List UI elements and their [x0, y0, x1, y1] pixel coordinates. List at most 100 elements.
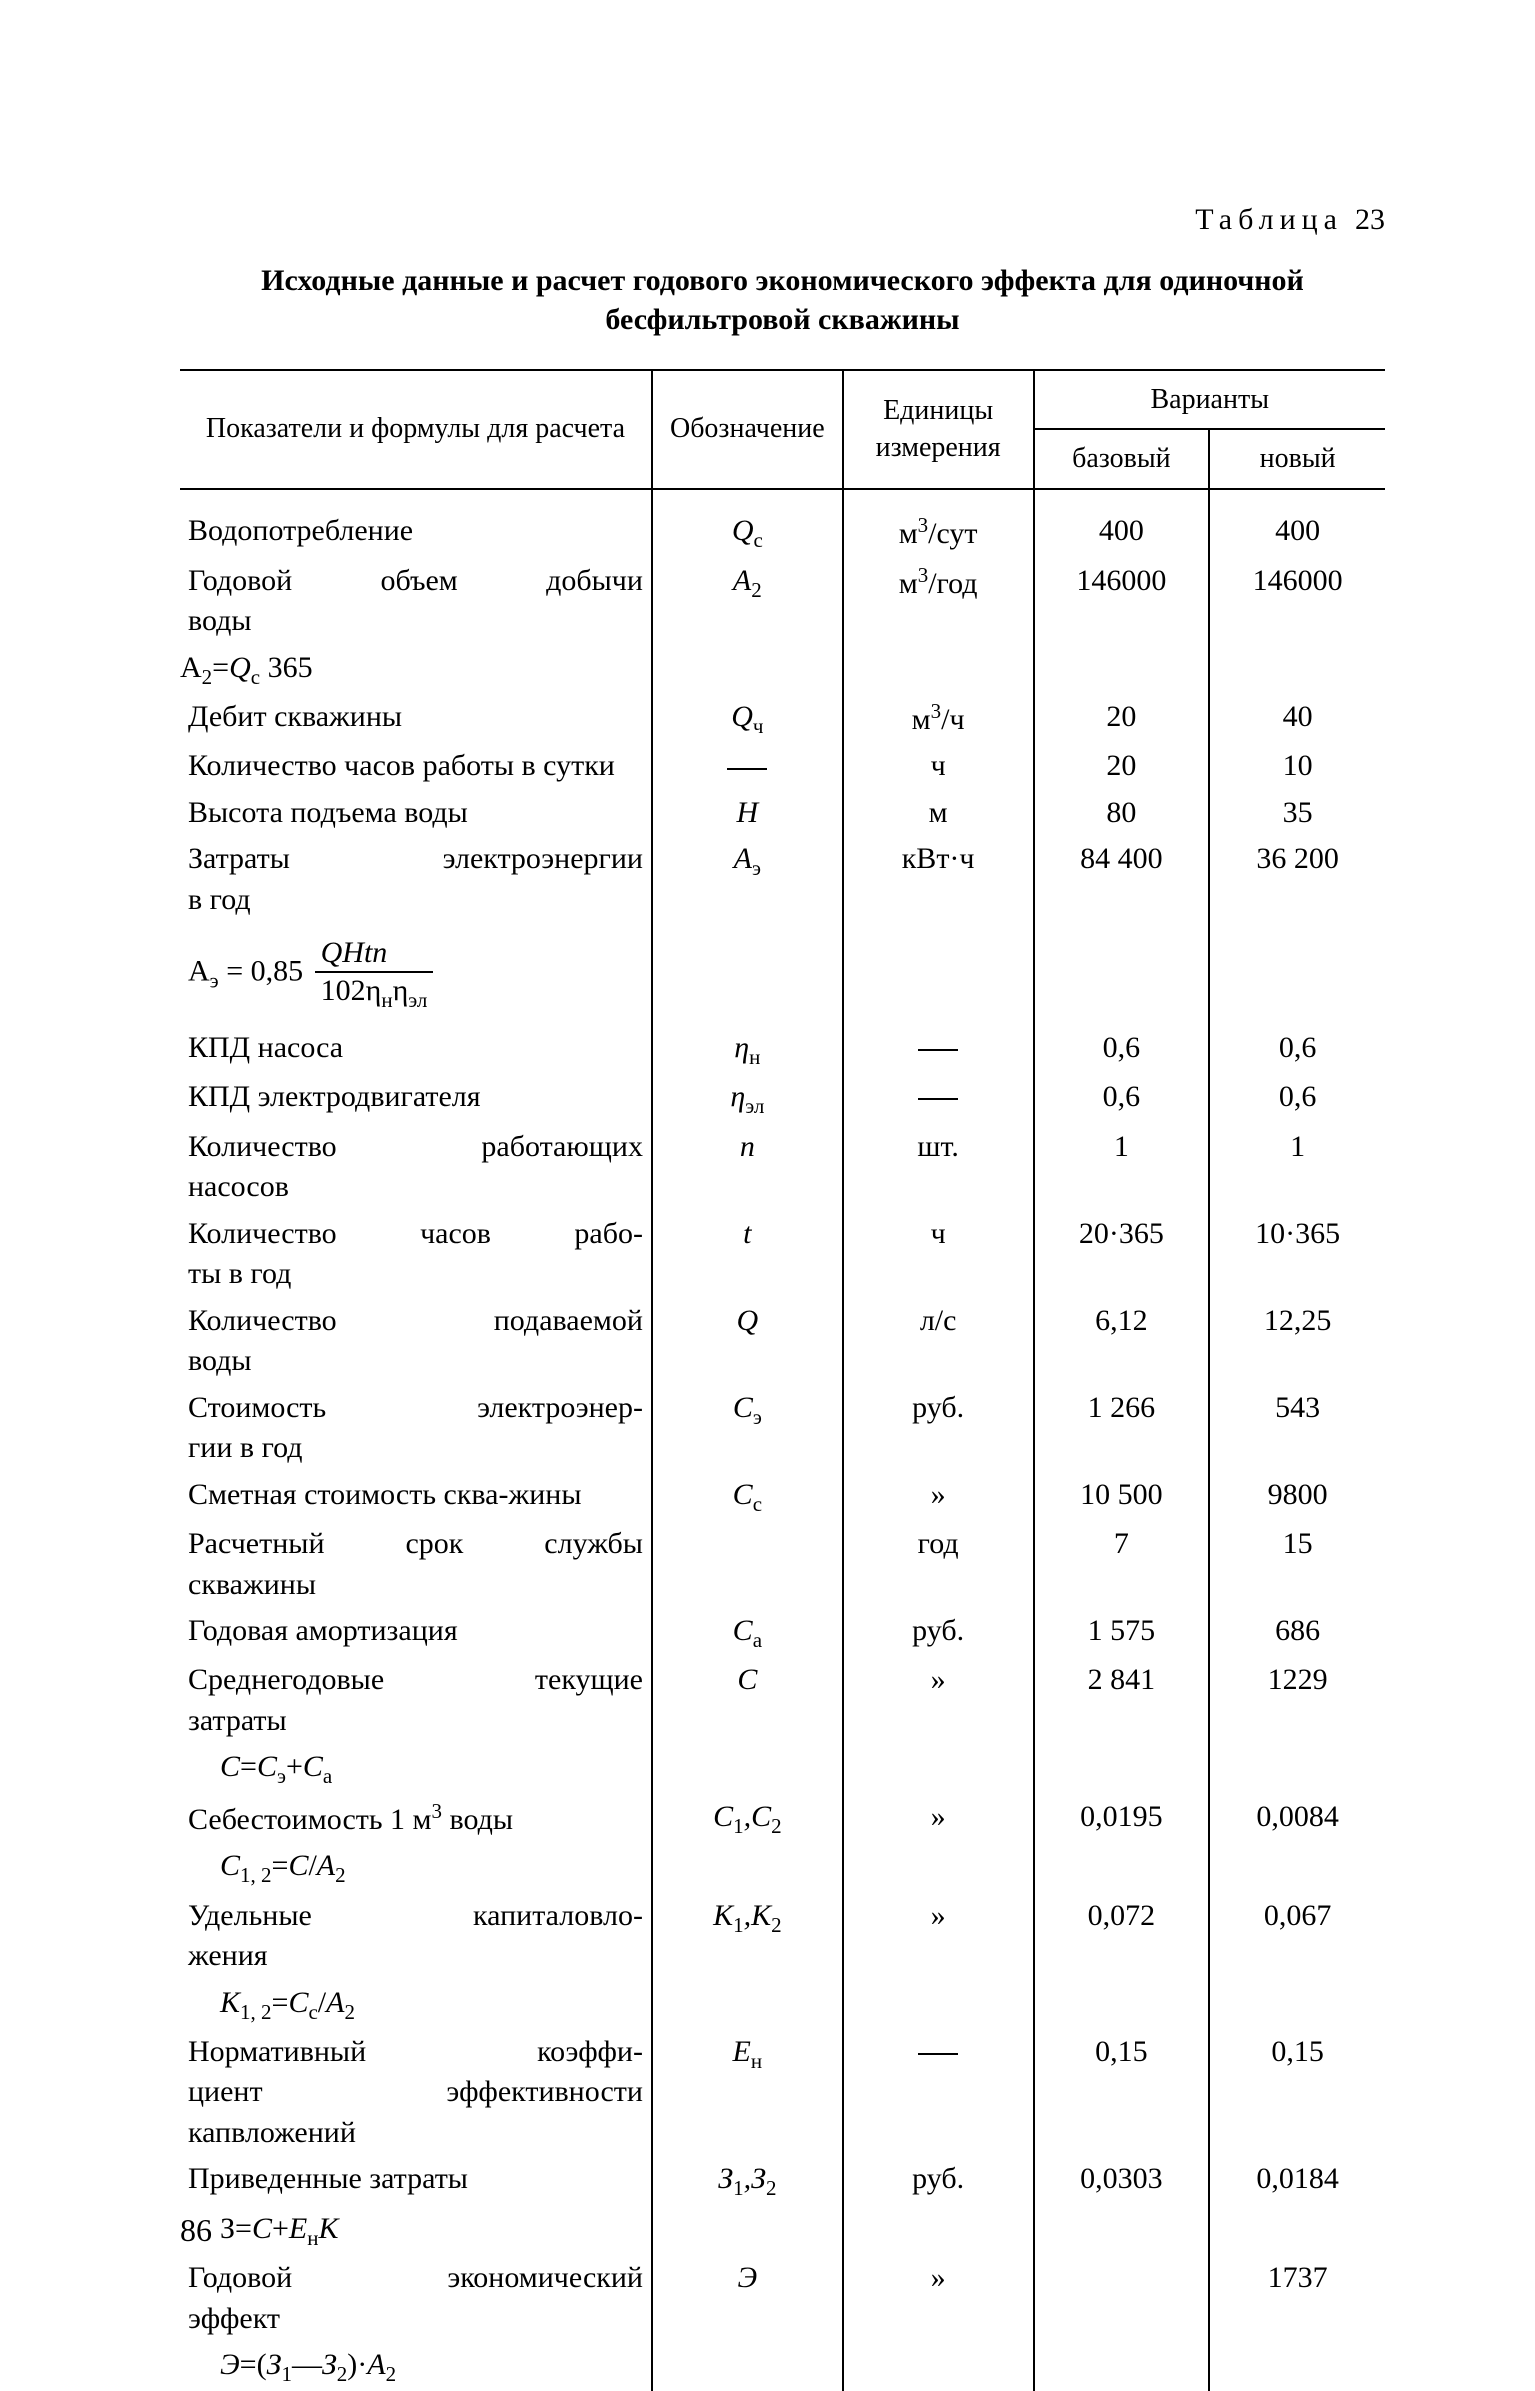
symbol-cell: [652, 1980, 843, 2029]
unit-cell: год: [843, 1521, 1034, 1608]
desc-cell: Годовой экономическийэффект: [180, 2255, 652, 2342]
desc-cell: Стоимость электроэнер-гии в год: [180, 1385, 652, 1472]
value-base-cell: 80: [1034, 790, 1210, 837]
formula-cell: A2=Qс 365: [180, 645, 652, 694]
symbol-cell: C1,C2: [652, 1794, 843, 1844]
table-row: Затраты электроэнергиив годAэкВт·ч84 400…: [180, 836, 1385, 923]
desc-cell: Количество часов рабо-ты в год: [180, 1211, 652, 1298]
value-base-cell: 0,6: [1034, 1074, 1210, 1123]
formula-cell: K1, 2=Cс/A2: [180, 1980, 652, 2029]
symbol-cell: Cэ: [652, 1385, 843, 1472]
table-row: Приведенные затратыЗ1,З2руб.0,03030,0184: [180, 2156, 1385, 2205]
value-new-cell: 9800: [1209, 1472, 1385, 1521]
unit-cell: м3/ч: [843, 694, 1034, 744]
value-base-cell: 146000: [1034, 558, 1210, 645]
value-new-cell: 0,15: [1209, 2029, 1385, 2157]
desc-cell: Расчетный срок службыскважины: [180, 1521, 652, 1608]
value-new-cell: 12,25: [1209, 1298, 1385, 1385]
value-base-cell: 2 841: [1034, 1657, 1210, 1744]
table-row: Себестоимость 1 м3 водыC1,C2»0,01950,008…: [180, 1794, 1385, 1844]
value-base-cell: 7: [1034, 1521, 1210, 1608]
value-base-cell: [1034, 645, 1210, 694]
col-header-unit: Единицы измерения: [843, 370, 1034, 490]
value-base-cell: 1 266: [1034, 1385, 1210, 1472]
desc-cell: Годовая амортизация: [180, 1608, 652, 1657]
desc-cell: Сметная стоимость сква-жины: [180, 1472, 652, 1521]
unit-cell: руб.: [843, 1608, 1034, 1657]
unit-cell: »: [843, 1794, 1034, 1844]
data-table: Показатели и формулы для расчета Обознач…: [180, 369, 1385, 2391]
symbol-cell: [652, 1521, 843, 1608]
table-row: Aэ = 0,85 QHtn102ηнηэл: [180, 923, 1385, 1025]
value-base-cell: 0,072: [1034, 1893, 1210, 1980]
symbol-cell: K1,K2: [652, 1893, 843, 1980]
unit-cell: [843, 2342, 1034, 2391]
value-base-cell: [1034, 2342, 1210, 2391]
symbol-cell: A2: [652, 558, 843, 645]
symbol-cell: n: [652, 1124, 843, 1211]
value-new-cell: 10·365: [1209, 1211, 1385, 1298]
symbol-cell: Eн: [652, 2029, 843, 2157]
desc-cell: Годовой объем добычиводы: [180, 558, 652, 645]
desc-cell: Водопотребление: [180, 508, 652, 558]
unit-cell: руб.: [843, 2156, 1034, 2205]
page-number: 86: [180, 2209, 212, 2252]
table-row: Высота подъема водыHм8035: [180, 790, 1385, 837]
value-base-cell: 84 400: [1034, 836, 1210, 923]
value-base-cell: [1034, 2206, 1210, 2255]
desc-cell: Затраты электроэнергиив год: [180, 836, 652, 923]
table-row: Удельные капиталовло-женияK1,K2»0,0720,0…: [180, 1893, 1385, 1980]
desc-cell: Нормативный коэффи-циент эффективностика…: [180, 2029, 652, 2157]
table-row: ВодопотреблениеQсм3/сут400400: [180, 508, 1385, 558]
desc-cell: Количество подаваемойводы: [180, 1298, 652, 1385]
unit-cell: »: [843, 1893, 1034, 1980]
table-row: КПД электродвигателяηэл0,60,6: [180, 1074, 1385, 1123]
value-base-cell: 20: [1034, 743, 1210, 790]
symbol-cell: Qч: [652, 694, 843, 744]
desc-cell: Среднегодовые текущиезатраты: [180, 1657, 652, 1744]
unit-cell: ч: [843, 743, 1034, 790]
unit-cell: м3/год: [843, 558, 1034, 645]
symbol-cell: [652, 1744, 843, 1793]
symbol-cell: H: [652, 790, 843, 837]
unit-cell: м3/сут: [843, 508, 1034, 558]
value-new-cell: 400: [1209, 508, 1385, 558]
unit-cell: [843, 1744, 1034, 1793]
value-base-cell: 20·365: [1034, 1211, 1210, 1298]
table-row: Э=(З1—З2)·A2: [180, 2342, 1385, 2391]
formula-cell: C=Cэ+Cа: [180, 1744, 652, 1793]
desc-cell: Дебит скважины: [180, 694, 652, 744]
desc-cell: КПД насоса: [180, 1025, 652, 1074]
table-row: Дебит скважиныQчм3/ч2040: [180, 694, 1385, 744]
value-new-cell: 40: [1209, 694, 1385, 744]
value-new-cell: [1209, 2342, 1385, 2391]
symbol-cell: [652, 2342, 843, 2391]
unit-cell: [843, 645, 1034, 694]
desc-cell: КПД электродвигателя: [180, 1074, 652, 1123]
table-row: З=C+EнK: [180, 2206, 1385, 2255]
unit-cell: м: [843, 790, 1034, 837]
value-new-cell: [1209, 2206, 1385, 2255]
col-header-variants: Варианты: [1034, 370, 1385, 430]
table-row: Количество работающихнасосовnшт.11: [180, 1124, 1385, 1211]
value-base-cell: 20: [1034, 694, 1210, 744]
desc-cell: Количество работающихнасосов: [180, 1124, 652, 1211]
value-new-cell: 1: [1209, 1124, 1385, 1211]
desc-cell: Удельные капиталовло-жения: [180, 1893, 652, 1980]
value-new-cell: 146000: [1209, 558, 1385, 645]
table-row: Нормативный коэффи-циент эффективностика…: [180, 2029, 1385, 2157]
value-new-cell: 0,0084: [1209, 1794, 1385, 1844]
value-new-cell: [1209, 1744, 1385, 1793]
col-header-desc: Показатели и формулы для расчета: [180, 370, 652, 490]
value-new-cell: 15: [1209, 1521, 1385, 1608]
unit-cell: »: [843, 2255, 1034, 2342]
value-new-cell: 1229: [1209, 1657, 1385, 1744]
symbol-cell: ηэл: [652, 1074, 843, 1123]
unit-cell: [843, 1025, 1034, 1074]
desc-cell: Количество часов работы в сутки: [180, 743, 652, 790]
value-new-cell: 0,067: [1209, 1893, 1385, 1980]
symbol-cell: ηн: [652, 1025, 843, 1074]
value-new-cell: [1209, 923, 1385, 1025]
table-row: Количество подаваемойводыQл/с6,1212,25: [180, 1298, 1385, 1385]
symbol-cell: [652, 645, 843, 694]
